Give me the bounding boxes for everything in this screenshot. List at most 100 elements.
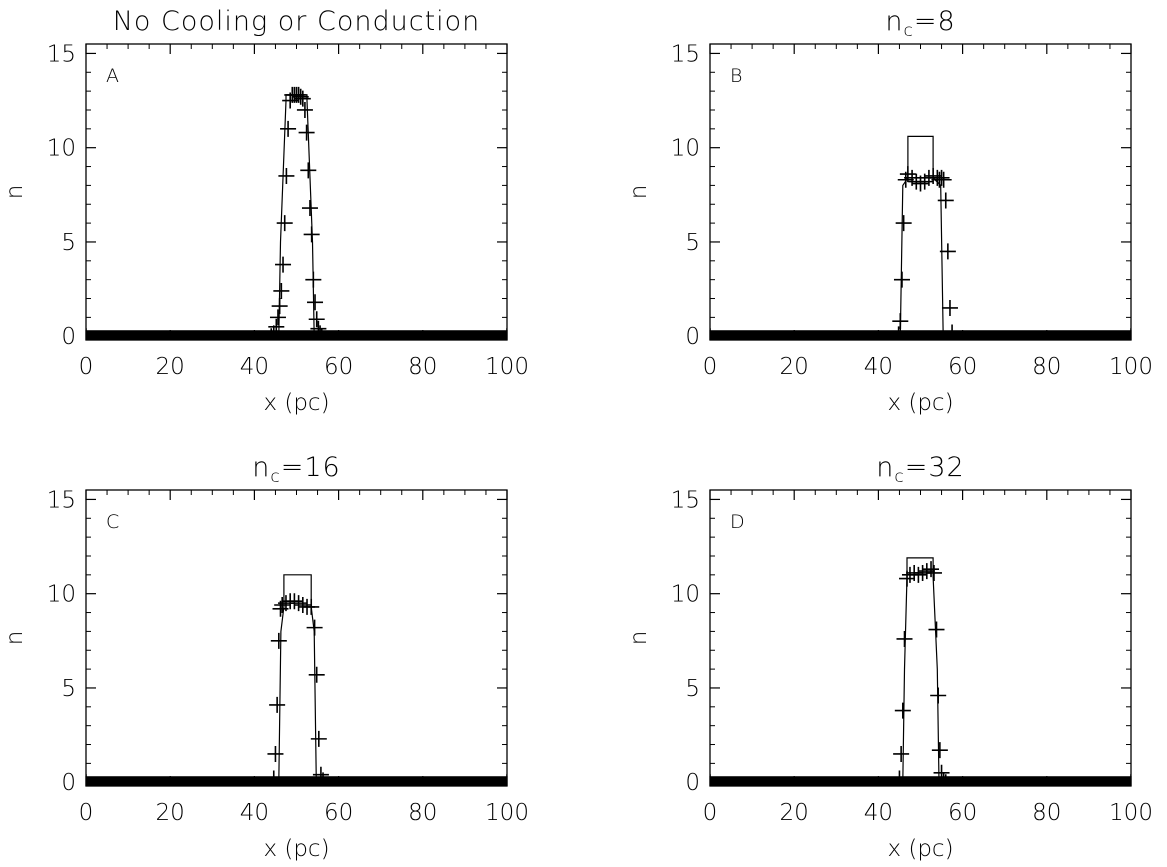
plus-marker — [306, 619, 323, 636]
plus-marker — [300, 162, 317, 179]
plus-marker — [294, 597, 311, 614]
plus-marker — [925, 167, 942, 184]
plus-marker — [895, 215, 912, 232]
y-tick-label: 0 — [685, 324, 700, 350]
plus-marker — [86, 328, 94, 340]
x-tick-label: 60 — [324, 800, 353, 826]
x-tick-label: 0 — [703, 354, 718, 380]
plus-marker — [312, 325, 329, 340]
x-tick-label: 40 — [864, 800, 893, 826]
plus-marker — [935, 772, 952, 786]
plot-area — [710, 557, 1131, 786]
plus-marker — [928, 621, 945, 638]
model-line — [710, 135, 1131, 337]
plus-marker — [923, 561, 940, 578]
x-tick-label: 40 — [240, 354, 269, 380]
plus-marker — [899, 166, 916, 183]
plus-marker — [276, 215, 293, 232]
plus-marker — [290, 86, 307, 103]
panel-letter: B — [730, 65, 742, 87]
y-tick-label: 10 — [671, 582, 700, 608]
plot-frame — [85, 489, 508, 787]
plus-marker — [308, 311, 325, 328]
plus-marker — [893, 745, 910, 762]
plus-marker — [891, 770, 908, 786]
chart-title-subscript: c — [903, 21, 913, 41]
plus-marker — [269, 309, 286, 326]
x-tick-label: 40 — [864, 354, 893, 380]
marker-baseline — [710, 776, 1131, 786]
plus-marker — [892, 313, 909, 330]
plus-marker — [710, 774, 718, 786]
plus-marker — [275, 256, 292, 273]
plot-frame — [709, 43, 1132, 341]
x-tick-label: 100 — [1109, 800, 1153, 826]
x-tick-label: 20 — [156, 800, 185, 826]
chart-title: nc=16 — [252, 452, 340, 487]
plus-marker — [303, 226, 320, 243]
plot-area — [86, 86, 507, 340]
y-tick-label: 15 — [671, 487, 700, 513]
y-tick-label: 15 — [47, 487, 76, 513]
panel-letter: D — [730, 511, 745, 533]
y-axis-label: n — [2, 185, 28, 200]
plus-marker — [310, 730, 327, 747]
plus-marker — [916, 173, 933, 190]
plus-marker — [710, 328, 718, 340]
x-tick-label: 80 — [408, 800, 437, 826]
x-tick-label: 0 — [79, 354, 94, 380]
plus-marker — [896, 630, 913, 647]
plus-marker — [941, 299, 958, 316]
x-tick-label: 0 — [79, 800, 94, 826]
x-tick-label: 0 — [703, 800, 718, 826]
x-tick-label: 60 — [948, 354, 977, 380]
plus-marker — [301, 200, 318, 217]
x-tick-label: 20 — [780, 800, 809, 826]
y-tick-label: 15 — [671, 41, 700, 67]
chart-title-subscript: c — [270, 467, 280, 487]
x-tick-label: 100 — [485, 800, 529, 826]
y-tick-label: 5 — [61, 230, 76, 256]
chart-title-main: n — [876, 452, 894, 483]
baseline-marker-band — [86, 776, 507, 786]
plus-marker — [273, 282, 290, 299]
plus-marker — [1123, 774, 1131, 786]
plus-marker — [910, 566, 927, 583]
plus-marker — [294, 90, 311, 107]
y-tick-label: 0 — [61, 770, 76, 796]
plot-area — [86, 574, 507, 786]
plus-marker — [890, 326, 907, 340]
plus-marker — [894, 702, 911, 719]
plus-marker — [308, 666, 325, 683]
plus-marker — [937, 774, 954, 786]
x-axis-label: x (pc) — [887, 836, 953, 862]
plus-marker — [278, 167, 295, 184]
chart-title: nc=8 — [885, 6, 955, 41]
plus-marker — [298, 124, 315, 141]
plus-marker — [265, 770, 282, 786]
plus-marker — [912, 175, 929, 192]
plus-marker — [267, 745, 284, 762]
x-tick-label: 100 — [485, 354, 529, 380]
plus-marker — [280, 120, 297, 137]
panel-letter: A — [106, 65, 119, 87]
plus-marker — [893, 271, 910, 288]
y-tick-label: 5 — [685, 676, 700, 702]
y-axis-label: n — [2, 631, 28, 646]
plus-marker — [933, 764, 950, 781]
marker-baseline — [86, 330, 507, 340]
y-tick-label: 5 — [61, 676, 76, 702]
plus-marker — [935, 171, 952, 188]
plus-marker — [931, 742, 948, 759]
plus-marker — [904, 169, 921, 186]
y-tick-label: 10 — [671, 136, 700, 162]
x-tick-label: 20 — [780, 354, 809, 380]
panel-letter: C — [106, 511, 119, 533]
plus-marker — [305, 271, 322, 288]
plus-marker — [944, 324, 961, 340]
plus-marker — [290, 595, 307, 612]
chart-title: nc=32 — [876, 452, 964, 487]
x-tick-label: 40 — [240, 800, 269, 826]
